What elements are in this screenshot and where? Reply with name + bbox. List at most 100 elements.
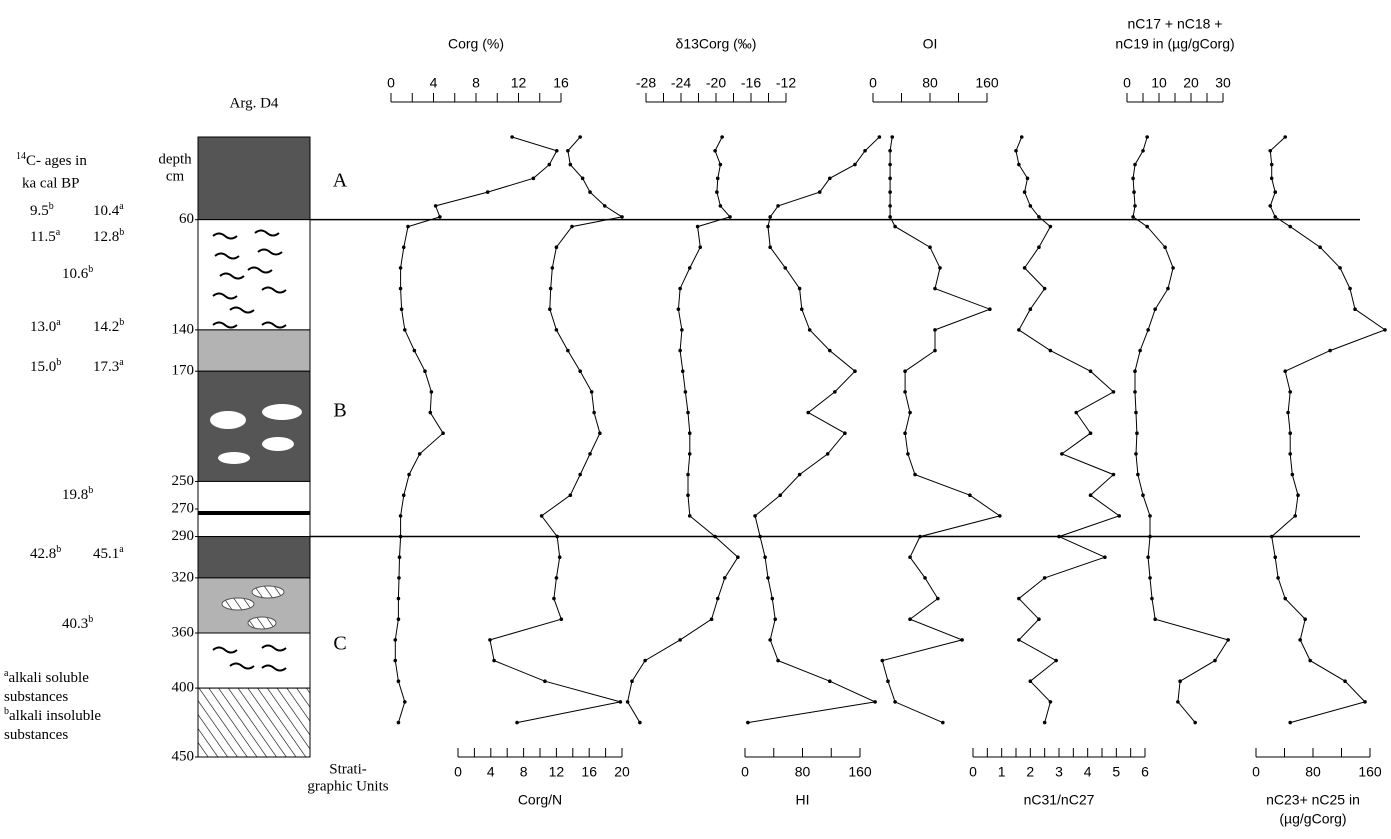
data-point [588,452,592,456]
age-value: 13.0 [30,319,56,335]
data-point [433,204,438,208]
tick-label: 0 [741,764,749,780]
profile-line [881,136,1001,724]
data-point [401,245,406,250]
data-point [828,348,832,353]
data-point [713,148,717,153]
data-point [680,369,685,374]
tick-label: 20 [1183,75,1199,91]
data-point [923,576,927,580]
data-point [1148,534,1152,539]
data-point [510,135,514,139]
lithology-layer [197,136,311,221]
data-point [843,431,847,436]
depth-tick-label: 400 [172,680,195,696]
unit-label: B [333,400,346,422]
data-point [1136,472,1140,477]
data-point [877,135,882,139]
data-point [768,215,772,219]
data-point [698,245,703,250]
data-point [933,328,937,332]
depth-tick-label: 250 [172,473,195,489]
data-point [492,658,496,663]
data-point [1037,617,1041,622]
data-point [718,162,723,167]
ages-header-text: C- ages in [26,153,87,169]
data-point [1145,135,1149,139]
data-point [1288,224,1292,229]
data-point [1269,534,1274,539]
data-point [903,369,907,374]
footnote: balkali insoluble [4,706,101,725]
data-point [906,452,910,456]
ages-header: 14C- ages in [16,151,87,170]
age: 14.2b [93,317,124,336]
data-point [620,215,624,219]
data-point [1150,596,1154,601]
age-note: b [119,227,124,238]
data-point [880,658,885,663]
age-value: 9.5 [30,203,49,219]
data-point [554,576,559,580]
tick-label: 0 [454,764,462,780]
data-point [559,617,564,622]
data-point [1213,658,1217,663]
data-point [1146,328,1150,332]
age-note: a [56,227,61,238]
data-point [396,720,401,725]
age: 9.5b [30,201,54,220]
data-point [988,307,992,312]
clast [210,411,246,429]
data-point [1171,266,1175,270]
data-point [807,328,812,332]
tick-label: 0 [969,764,977,780]
data-point [908,410,912,415]
tick-label: 5 [1112,764,1120,780]
data-point [1048,224,1053,229]
data-point [776,658,780,663]
data-point [1048,348,1053,353]
data-point [1293,514,1297,518]
lamination [229,662,255,670]
data-point [687,514,692,518]
lamination [261,321,287,329]
data-point [763,555,767,560]
age-value: 40.3 [62,616,88,632]
data-point [568,493,573,498]
data-point [903,390,907,394]
data-point [676,307,681,312]
age: 15.0b [30,357,61,376]
data-point [568,162,573,167]
data-point [1103,555,1107,560]
data-point [397,576,401,580]
age: 13.0a [30,317,61,336]
data-point [722,576,727,580]
data-point [557,555,562,560]
data-point [853,369,857,374]
data-point [548,307,552,312]
data-point [570,224,574,229]
data-point [1017,328,1021,332]
data-point [893,700,897,704]
data-point [1135,431,1139,436]
data-point [686,472,690,477]
data-point [736,555,740,560]
depth-tick-label: 360 [172,624,195,640]
data-point [768,245,772,250]
data-point [825,452,830,456]
lamination [261,286,287,294]
data-point [1288,720,1292,725]
data-point [1131,215,1135,219]
clast [262,404,302,420]
data-point [1163,245,1167,250]
age: 17.3a [93,357,124,376]
footnote-mark: b [4,706,9,717]
data-point [1132,190,1136,194]
data-point [1060,452,1064,456]
column-title: Arg. D4 [230,95,279,111]
data-point [407,472,411,477]
data-point [1138,348,1142,353]
profile-line [1269,136,1387,724]
data-point [886,679,890,684]
data-point [1283,135,1288,139]
